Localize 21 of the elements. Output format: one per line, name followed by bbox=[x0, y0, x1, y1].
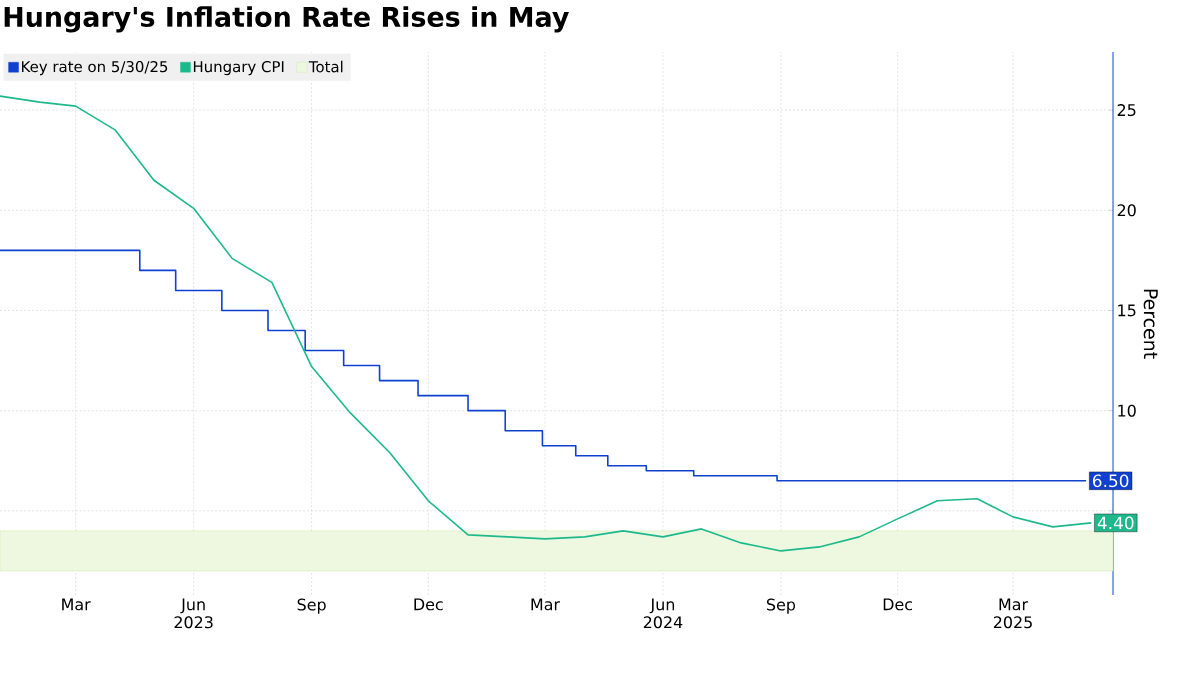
x-tick-label: Mar bbox=[62, 598, 91, 611]
legend-label: Key rate on 5/30/25 bbox=[22, 60, 168, 76]
y-tick-label: 10 bbox=[1118, 404, 1136, 417]
x-tick-label: Mar 2025 bbox=[993, 598, 1032, 629]
x-tick-label: Jun 2023 bbox=[174, 598, 213, 629]
data-label: 6.50 bbox=[1092, 474, 1129, 488]
y-axis-title: Percent bbox=[1143, 289, 1158, 359]
data-label: 4.40 bbox=[1097, 516, 1134, 530]
x-tick-label: Jun 2024 bbox=[643, 598, 683, 629]
x-tick-label: Dec bbox=[414, 598, 443, 611]
y-tick-label: 25 bbox=[1117, 104, 1136, 117]
y-tick-label: 20 bbox=[1117, 204, 1136, 217]
x-tick-label: Dec bbox=[883, 598, 913, 611]
legend-label: Total bbox=[308, 60, 343, 73]
legend-label: Hungary CPI bbox=[193, 60, 284, 76]
chart-title: Hungary's Inflation Rate Rises in May bbox=[4, 6, 569, 33]
line-series bbox=[0, 95, 1093, 552]
y-tick-label: 15 bbox=[1118, 304, 1136, 317]
x-tick-label: Sep bbox=[766, 598, 796, 614]
x-tick-label: Mar bbox=[531, 598, 561, 611]
x-tick-label: Sep bbox=[297, 598, 326, 614]
